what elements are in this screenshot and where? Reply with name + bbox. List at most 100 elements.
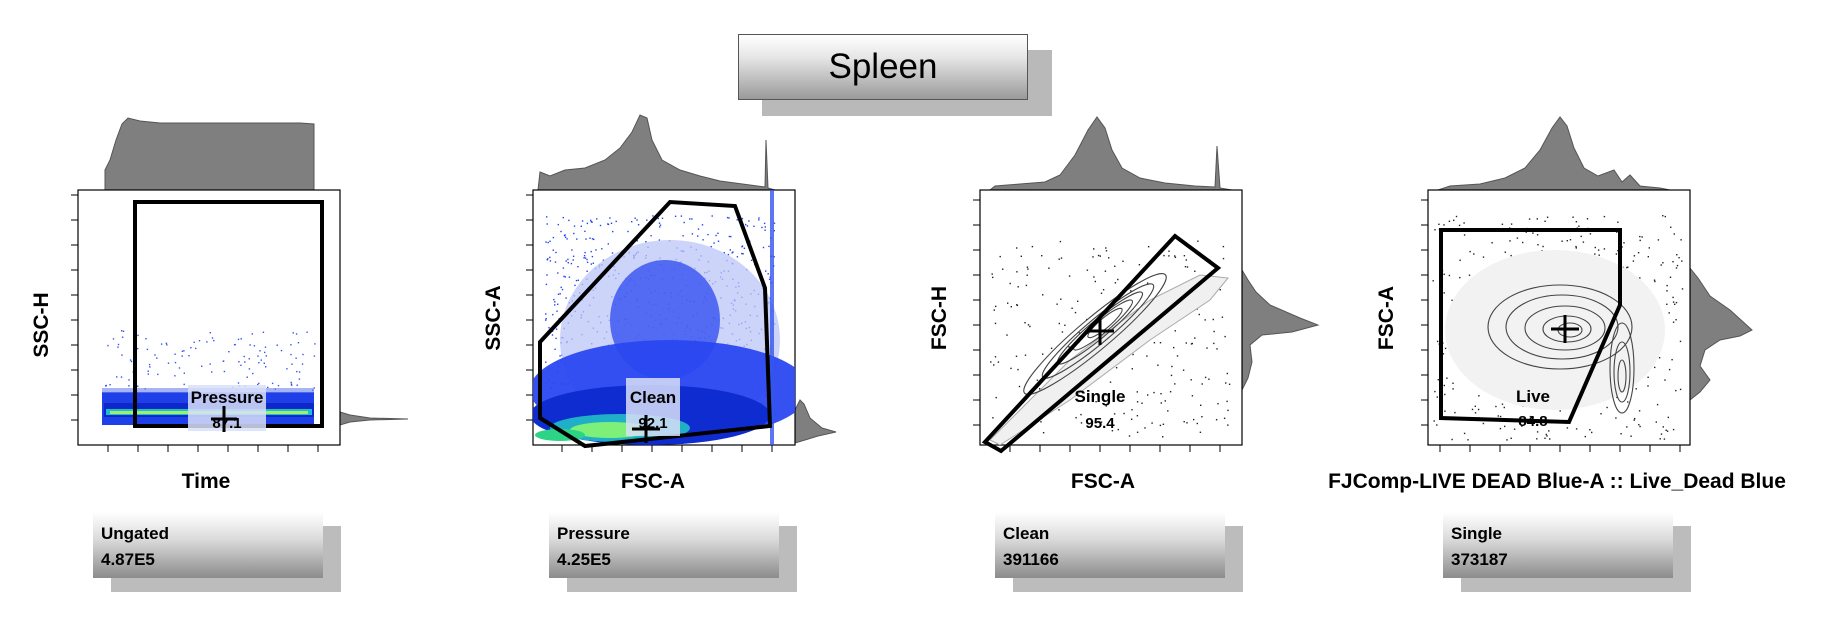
plot-1: Pressure 87.1 Time SSC-H <box>30 117 409 493</box>
event-dot <box>238 361 240 363</box>
event-dot <box>590 219 592 222</box>
event-dot <box>1016 247 1018 249</box>
event-dot <box>1184 266 1187 268</box>
event-dot <box>1501 223 1504 225</box>
event-dot <box>573 232 575 235</box>
event-dot <box>565 297 567 299</box>
event-dot <box>290 344 292 346</box>
event-dot <box>736 256 739 258</box>
event-dot <box>1648 247 1650 249</box>
event-dot <box>181 350 184 352</box>
event-dot <box>298 378 301 380</box>
plot-1-top-histogram <box>104 117 315 191</box>
event-dot <box>1638 410 1641 412</box>
event-dot <box>999 255 1001 258</box>
event-dot <box>246 376 248 378</box>
event-dot <box>1123 412 1125 415</box>
info-population-name: Single <box>1451 524 1503 543</box>
event-dot <box>1105 394 1107 396</box>
pressure-label-bg <box>188 385 266 431</box>
event-dot <box>1105 250 1108 252</box>
event-dot <box>258 362 260 364</box>
event-dot <box>1136 401 1139 403</box>
event-dot <box>1647 256 1649 258</box>
info-event-count: 391166 <box>1003 550 1059 569</box>
event-dot <box>768 278 771 280</box>
event-dot <box>609 217 611 219</box>
event-dot <box>1176 355 1179 357</box>
event-dot <box>1471 408 1474 411</box>
event-dot <box>1626 266 1628 269</box>
event-dot <box>1654 280 1656 283</box>
event-dot <box>545 361 547 363</box>
event-dot <box>549 256 551 259</box>
event-dot <box>234 343 236 346</box>
event-dot <box>1163 254 1165 257</box>
event-dot <box>1668 312 1670 314</box>
event-dot <box>764 226 766 228</box>
event-dot <box>1141 402 1143 404</box>
event-dot <box>994 322 997 325</box>
event-dot <box>1108 257 1110 259</box>
event-dot <box>773 256 775 258</box>
event-dot <box>265 355 267 357</box>
event-dot <box>610 222 613 224</box>
event-dot <box>1071 307 1073 309</box>
event-dot <box>1016 271 1018 273</box>
event-dot <box>211 337 214 339</box>
event-dot <box>277 384 280 387</box>
event-dot <box>198 340 201 342</box>
event-dot <box>1078 332 1081 334</box>
event-dot <box>1675 267 1678 269</box>
event-dot <box>1196 422 1198 425</box>
event-dot <box>1446 377 1448 379</box>
single-gate-name: Single <box>1074 387 1125 406</box>
event-dot <box>1226 372 1228 375</box>
event-dot <box>1616 231 1618 233</box>
event-dot <box>572 255 575 257</box>
event-dot <box>1495 405 1497 408</box>
event-dot <box>291 363 293 365</box>
event-dot <box>1018 385 1021 388</box>
event-dot <box>120 376 123 378</box>
plot-3-right-histogram <box>1241 268 1320 391</box>
event-dot <box>1639 277 1641 279</box>
event-dot <box>1655 421 1657 423</box>
event-dot <box>1225 382 1227 384</box>
event-dot <box>1213 330 1215 333</box>
event-dot <box>595 249 597 251</box>
event-dot <box>591 255 594 258</box>
pressure-gate <box>133 200 324 428</box>
event-dot <box>658 222 661 224</box>
event-dot <box>631 221 633 223</box>
plot-3-xticks <box>1009 445 1221 452</box>
event-dot <box>1510 254 1512 257</box>
event-dot <box>1444 393 1446 396</box>
event-dot <box>1603 215 1606 218</box>
event-dot <box>1105 247 1107 249</box>
plot-4-xticks <box>1439 445 1681 452</box>
event-dot <box>240 338 242 340</box>
info-face: Single 373187 <box>1443 512 1673 578</box>
event-dot <box>689 218 691 220</box>
info-population-name: Pressure <box>557 524 630 543</box>
event-dot <box>627 230 629 233</box>
event-dot <box>1536 431 1539 433</box>
event-dot <box>1093 248 1095 250</box>
event-dot <box>741 252 743 255</box>
event-dot <box>1566 427 1569 429</box>
event-dot <box>691 218 693 220</box>
event-dot <box>1039 388 1041 390</box>
event-dot <box>1010 367 1012 370</box>
event-dot <box>1190 379 1192 381</box>
event-dot <box>1174 383 1176 385</box>
plot-3-ylabel: FSC-H <box>928 286 951 350</box>
event-dot <box>592 262 594 264</box>
event-dot <box>1042 294 1044 296</box>
event-dot <box>634 217 636 219</box>
event-dot <box>574 284 576 287</box>
event-dot <box>1671 359 1673 361</box>
event-dot <box>576 238 578 240</box>
event-dot <box>228 351 230 353</box>
event-dot <box>1594 253 1596 255</box>
